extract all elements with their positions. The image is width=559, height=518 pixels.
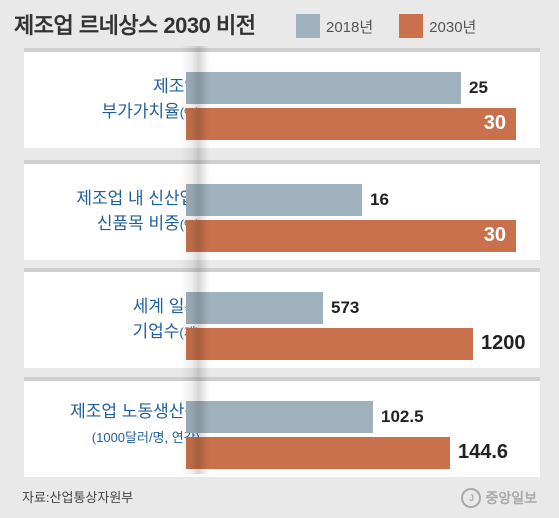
bar-2030 bbox=[186, 220, 516, 252]
chart-title: 제조업 르네상스 2030 비전 bbox=[14, 13, 256, 38]
logo-mark-icon: J bbox=[461, 488, 482, 508]
category-label: 제조업 노동생산성 (1000달러/명, 연간) bbox=[24, 399, 200, 450]
category-label-line2: 기업수(개) bbox=[24, 319, 200, 345]
value-label-2018: 573 bbox=[331, 298, 360, 317]
value-label-2030: 144.6 bbox=[458, 441, 509, 463]
category-unit: (1000달러/명, 연간) bbox=[91, 430, 200, 445]
category-panel: 제조업 내 신산업, 신품목 비중(%) 16 30 bbox=[24, 160, 540, 260]
legend-swatch-2018 bbox=[296, 14, 320, 38]
legend-item-2018: 2018년 bbox=[296, 14, 373, 38]
bar-2030 bbox=[186, 328, 473, 360]
bar-2018 bbox=[186, 401, 373, 433]
source-note: 자료:산업통상자원부 bbox=[22, 490, 134, 505]
legend-label-2030: 2030년 bbox=[429, 18, 477, 36]
category-label-line2: (1000달러/명, 연간) bbox=[24, 424, 200, 450]
legend: 2018년 2030년 bbox=[296, 14, 502, 38]
value-label-2030: 1200 bbox=[481, 332, 526, 354]
bar-2018 bbox=[186, 292, 323, 324]
value-label-2018: 102.5 bbox=[381, 407, 424, 426]
category-label-text: 기업수 bbox=[132, 322, 180, 341]
publisher-logo: J 중앙일보 bbox=[461, 488, 537, 508]
category-label-line1: 세계 일류 bbox=[132, 297, 200, 316]
bar-2018 bbox=[186, 184, 362, 216]
value-label-2030: 30 bbox=[483, 112, 506, 134]
category-label-line2: 부가가치율(%) bbox=[24, 99, 200, 125]
category-panel: 제조업 노동생산성 (1000달러/명, 연간) 102.5 144.6 bbox=[24, 377, 540, 477]
bar-2030 bbox=[186, 437, 450, 469]
bar-2018 bbox=[186, 72, 461, 104]
category-label-text: 신품목 비중 bbox=[96, 214, 180, 233]
value-label-2018: 16 bbox=[370, 190, 389, 209]
value-label-2018: 25 bbox=[469, 78, 488, 97]
category-label-line1: 제조업 내 신산업, bbox=[76, 189, 200, 208]
bar-2030 bbox=[186, 108, 516, 140]
category-label-line2: 신품목 비중(%) bbox=[24, 211, 200, 237]
legend-swatch-2030 bbox=[399, 14, 424, 38]
legend-item-2030: 2030년 bbox=[399, 14, 476, 38]
value-label-2030: 30 bbox=[483, 224, 506, 246]
category-label: 제조업 내 신산업, 신품목 비중(%) bbox=[24, 186, 200, 237]
logo-text: 중앙일보 bbox=[485, 490, 537, 506]
category-label-line1: 제조업 bbox=[153, 77, 200, 96]
category-label-text: 부가가치율 bbox=[101, 102, 180, 121]
category-label-line1: 제조업 노동생산성 bbox=[70, 402, 200, 421]
legend-label-2018: 2018년 bbox=[326, 18, 374, 36]
